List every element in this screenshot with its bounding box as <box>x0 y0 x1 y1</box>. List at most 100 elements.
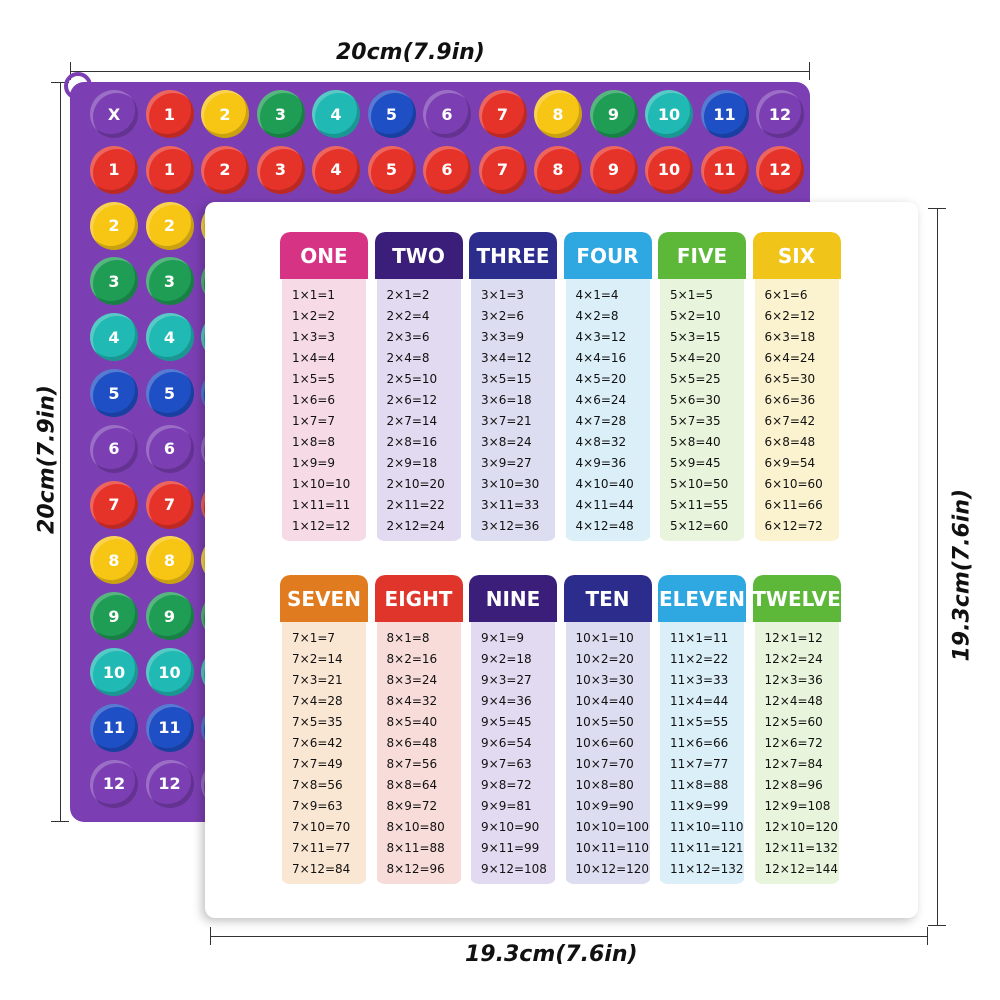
pop-it-bubble-label: 3 <box>274 104 287 124</box>
pop-it-bubble[interactable]: 8 <box>534 145 582 194</box>
multiplication-fact: 8×5=40 <box>386 715 438 729</box>
table-column-title: SIX <box>752 232 841 279</box>
pop-it-bubble[interactable]: 10 <box>645 145 693 194</box>
pop-it-bubble[interactable]: 4 <box>312 90 360 138</box>
pop-it-bubble[interactable]: 5 <box>367 145 416 194</box>
left-dimension-tick-top <box>51 82 69 83</box>
table-column-title: TEN <box>563 575 652 622</box>
table-column-twelve: TWELVE 12×1=12 12×2=24 12×3=36 12×4=48 12×5=6… <box>752 575 841 884</box>
pop-it-bubble[interactable]: 6 <box>423 90 471 138</box>
multiplication-fact: 8×7=56 <box>386 757 438 771</box>
multiplication-fact: 5×5=25 <box>670 372 721 386</box>
pop-it-bubble[interactable]: 3 <box>256 90 305 138</box>
multiplication-fact: 3×12=36 <box>481 519 540 533</box>
pop-it-bubble[interactable]: 10 <box>145 648 194 696</box>
pop-it-bubble-label: 5 <box>385 160 398 180</box>
pop-it-bubble[interactable]: 11 <box>90 703 138 752</box>
table-column-one: ONE 1×1=1 1×2=2 1×3=3 1×4=4 1×5=5 1×6=6 1×7=7 1×… <box>280 232 368 541</box>
table-column-title: TWO <box>374 232 463 279</box>
multiplication-fact: 2×10=20 <box>386 477 445 491</box>
pop-it-bubble[interactable]: 5 <box>90 369 138 417</box>
multiplication-fact: 5×1=5 <box>670 288 714 302</box>
left-dimension-tick-bottom <box>51 821 69 822</box>
pop-it-bubble[interactable]: 1 <box>145 145 194 194</box>
pop-it-bubble[interactable]: 8 <box>534 90 582 138</box>
pop-it-bubble[interactable]: 8 <box>145 536 194 585</box>
pop-it-bubble[interactable]: 3 <box>145 257 194 306</box>
pop-it-bubble[interactable]: 6 <box>145 424 194 473</box>
table-column-body: 6×1=6 6×2=12 6×3=18 6×4=24 6×5=30 6×6=36 6×7=4… <box>754 279 839 541</box>
multiplication-fact: 9×7=63 <box>481 757 532 771</box>
pop-it-bubble[interactable]: 7 <box>478 145 527 194</box>
pop-it-bubble[interactable]: 12 <box>756 145 804 194</box>
table-column-body: 12×1=12 12×2=24 12×3=36 12×4=48 12×5=60 12×6=… <box>754 622 839 884</box>
top-dimension-line <box>70 71 810 72</box>
pop-it-bubble[interactable]: 9 <box>90 592 138 641</box>
table-column-body: 8×1=8 8×2=16 8×3=24 8×4=32 8×5=40 8×6=48 8×7=5… <box>376 622 461 884</box>
pop-it-bubble[interactable]: 3 <box>256 145 305 194</box>
table-column-nine: NINE 9×1=9 9×2=18 9×3=27 9×4=36 9×5=45 9×6=54 9… <box>469 575 557 884</box>
pop-it-bubble[interactable]: 2 <box>201 145 249 194</box>
pop-it-bubble-label: 5 <box>385 104 398 124</box>
pop-it-bubble[interactable]: 7 <box>145 480 194 529</box>
pop-it-bubble[interactable]: 2 <box>145 201 194 250</box>
pop-it-header-row: X 1 2 3 4 5 6 7 8 9 10 11 12 <box>70 90 810 144</box>
pop-it-bubble[interactable]: 2 <box>90 201 138 250</box>
pop-it-bubble[interactable]: 9 <box>589 90 638 138</box>
pop-it-bubble[interactable]: 9 <box>145 592 194 641</box>
multiplication-fact: 12×10=120 <box>764 820 839 834</box>
pop-it-bubble[interactable]: 10 <box>645 90 693 138</box>
pop-it-bubble-label: 10 <box>158 662 181 682</box>
multiplication-fact: 10×1=10 <box>575 631 634 645</box>
pop-it-bubble[interactable]: X <box>90 90 138 138</box>
times-table-card: ONE 1×1=1 1×2=2 1×3=3 1×4=4 1×5=5 1×6=6 1×7=7 1×… <box>205 202 918 918</box>
pop-it-bubble[interactable]: 9 <box>589 145 638 194</box>
pop-it-bubble[interactable]: 12 <box>90 759 138 808</box>
pop-it-bubble[interactable]: 7 <box>90 480 138 529</box>
pop-it-bubble-label: 6 <box>441 104 453 124</box>
pop-it-bubble[interactable]: 7 <box>478 90 527 138</box>
multiplication-fact: 6×9=54 <box>764 456 816 470</box>
pop-it-bubble[interactable]: 4 <box>90 313 138 362</box>
pop-it-bubble[interactable]: 5 <box>145 369 194 417</box>
right-dimension-label: 19.3cm(7.6in) <box>949 488 975 662</box>
pop-it-bubble-label: 3 <box>163 271 176 291</box>
multiplication-fact: 12×2=24 <box>764 652 823 666</box>
multiplication-fact: 11×5=55 <box>670 715 729 729</box>
bottom-dimension-tick-left <box>210 927 211 945</box>
table-column-body: 4×1=4 4×2=8 4×3=12 4×4=16 4×5=20 4×6=24 4×7=28… <box>565 279 650 541</box>
pop-it-bubble-label: 5 <box>108 383 120 403</box>
pop-it-bubble[interactable]: 11 <box>700 90 749 138</box>
multiplication-fact: 8×11=88 <box>386 841 445 855</box>
pop-it-bubble[interactable]: 3 <box>90 257 138 306</box>
pop-it-bubble[interactable]: 11 <box>145 703 194 752</box>
pop-it-bubble[interactable]: 4 <box>312 145 360 194</box>
multiplication-fact: 8×6=48 <box>386 736 438 750</box>
multiplication-fact: 5×7=35 <box>670 414 721 428</box>
pop-it-bubble[interactable]: 10 <box>90 648 138 696</box>
pop-it-bubble-label: 8 <box>108 550 120 570</box>
multiplication-fact: 11×12=132 <box>670 862 744 876</box>
pop-it-bubble[interactable]: 12 <box>145 759 194 808</box>
pop-it-bubble[interactable]: 5 <box>367 90 416 138</box>
pop-it-bubble[interactable]: 6 <box>90 424 138 473</box>
multiplication-fact: 3×8=24 <box>481 435 532 449</box>
multiplication-fact: 3×10=30 <box>481 477 540 491</box>
pop-it-bubble[interactable]: 1 <box>90 145 138 194</box>
pop-it-bubble-label: 4 <box>330 160 342 180</box>
pop-it-bubble[interactable]: 6 <box>423 145 471 194</box>
multiplication-fact: 2×11=22 <box>386 498 445 512</box>
pop-it-bubble[interactable]: 8 <box>90 536 138 585</box>
table-column-body: 9×1=9 9×2=18 9×3=27 9×4=36 9×5=45 9×6=54 9×7=6… <box>471 622 555 884</box>
multiplication-fact: 5×12=60 <box>670 519 729 533</box>
pop-it-bubble[interactable]: 4 <box>145 313 194 362</box>
pop-it-bubble[interactable]: 11 <box>700 145 749 194</box>
multiplication-fact: 9×5=45 <box>481 715 532 729</box>
pop-it-bubble[interactable]: 1 <box>145 90 194 138</box>
pop-it-bubble-label: 12 <box>768 160 792 180</box>
multiplication-fact: 7×8=56 <box>292 778 343 792</box>
top-dimension-label: 20cm(7.9in) <box>336 40 485 65</box>
pop-it-bubble-label: 9 <box>108 606 120 626</box>
pop-it-bubble[interactable]: 12 <box>756 90 804 138</box>
pop-it-bubble[interactable]: 2 <box>201 90 249 138</box>
